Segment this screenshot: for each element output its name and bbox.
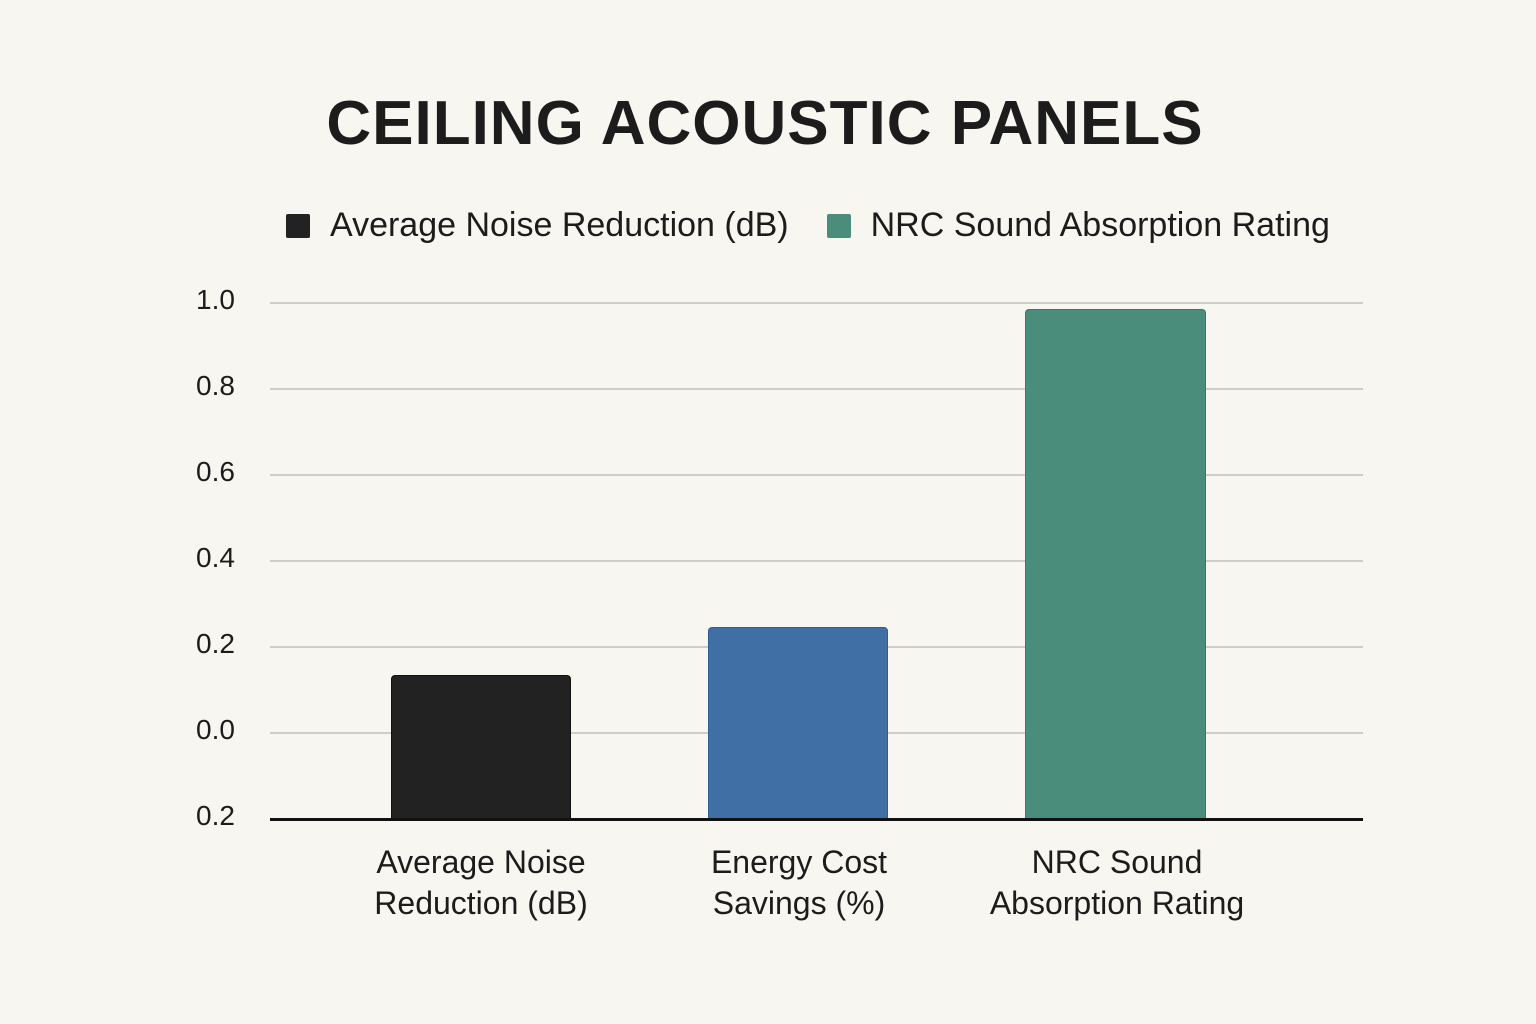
y-tick-label: 0.8 — [196, 370, 235, 401]
legend-label: NRC Sound Absorption Rating — [870, 206, 1330, 244]
y-tick-label: 0.6 — [196, 456, 235, 487]
bar-energy-savings — [708, 627, 888, 819]
gridline — [270, 388, 1363, 390]
bar-noise-reduction — [391, 675, 571, 819]
legend-item-nrc-rating: NRC Sound Absorption Rating — [826, 206, 1330, 245]
gridline — [270, 474, 1363, 476]
legend-swatch-icon — [826, 213, 851, 238]
x-label-line: Average Noise — [376, 844, 586, 880]
gridline — [270, 302, 1363, 304]
bar-nrc-rating — [1025, 309, 1206, 819]
x-label-line: NRC Sound — [1031, 844, 1203, 880]
x-tick-label-noise-reduction: Average Noise Reduction (dB) — [321, 842, 641, 924]
legend-swatch-icon — [286, 213, 310, 238]
legend: Average Noise Reduction (dB) NRC Sound A… — [286, 206, 1368, 245]
x-label-line: Savings (%) — [712, 885, 886, 921]
legend-label: Average Noise Reduction (dB) — [330, 206, 789, 244]
chart-title: CEILING ACOUSTIC PANELS — [326, 89, 1204, 158]
y-tick-label: 1.0 — [196, 284, 235, 315]
x-tick-label-nrc-rating: NRC Sound Absorption Rating — [957, 842, 1277, 924]
x-axis-line — [270, 818, 1363, 821]
x-label-line: Absorption Rating — [989, 885, 1245, 921]
x-label-line: Energy Cost — [710, 844, 888, 880]
y-tick-label: 0.4 — [196, 542, 235, 573]
y-tick-label: 0.0 — [196, 714, 235, 745]
x-label-line: Reduction (dB) — [374, 885, 588, 921]
y-tick-label: 0.2 — [196, 628, 235, 659]
gridline — [270, 560, 1363, 562]
y-tick-label: 0.2 — [196, 800, 235, 831]
legend-item-noise-reduction: Average Noise Reduction (dB) — [286, 206, 789, 245]
x-tick-label-energy-savings: Energy Cost Savings (%) — [639, 842, 959, 924]
